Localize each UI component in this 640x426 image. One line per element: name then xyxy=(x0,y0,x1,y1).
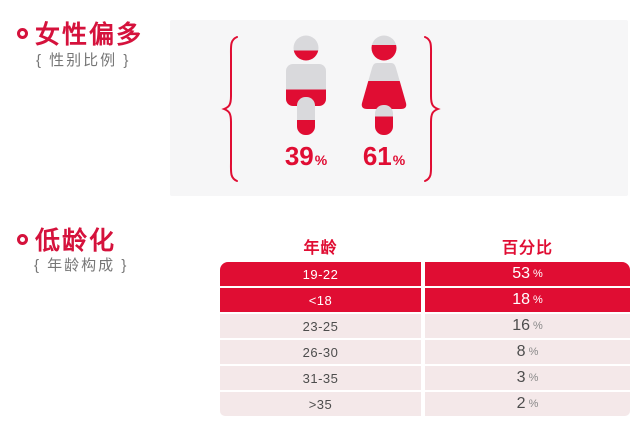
table-row: 23-25 16% xyxy=(220,314,630,338)
right-brace-icon xyxy=(424,36,441,182)
left-brace-icon xyxy=(221,36,238,182)
age-cell: >35 xyxy=(220,392,421,416)
age-cell: 23-25 xyxy=(220,314,421,338)
age-table: 年龄 百分比 19-22 53% <18 18% 23-25 16% 26-30 8% 31-3… xyxy=(220,233,630,416)
table-row: 26-30 8% xyxy=(220,340,630,364)
gender-section-title: 女性偏多 xyxy=(17,15,143,51)
percent-cell: 2% xyxy=(425,392,630,416)
age-cell: 26-30 xyxy=(220,340,421,364)
percent-cell: 18% xyxy=(425,288,630,312)
female-figure: 61% xyxy=(344,35,424,169)
percent-cell: 8% xyxy=(425,340,630,364)
table-row: >35 2% xyxy=(220,392,630,416)
female-percentage-label: 61% xyxy=(362,141,406,171)
age-column-header: 年龄 xyxy=(303,239,338,257)
male-figure: 39% xyxy=(266,35,346,169)
gender-ratio-panel: 39% 61% xyxy=(170,20,628,196)
female-icon xyxy=(361,35,407,135)
bullet-ring-icon xyxy=(17,27,28,39)
table-row: 19-22 53% xyxy=(220,262,630,286)
gender-section-subtitle: { 性别比例 } xyxy=(36,52,131,69)
age-cell: <18 xyxy=(220,288,421,312)
age-title-text: 低龄化 xyxy=(35,227,117,255)
age-section-subtitle: { 年龄构成 } xyxy=(34,257,129,274)
table-row: 31-35 3% xyxy=(220,366,630,390)
percent-cell: 16% xyxy=(425,314,630,338)
age-section-title: 低龄化 xyxy=(17,221,116,257)
age-cell: 19-22 xyxy=(220,262,421,286)
male-percentage-label: 39% xyxy=(284,141,328,171)
percent-column-header: 百分比 xyxy=(501,239,553,257)
male-icon xyxy=(286,35,326,135)
percent-cell: 3% xyxy=(425,366,630,390)
percent-cell: 53% xyxy=(425,262,630,286)
table-row: <18 18% xyxy=(220,288,630,312)
bullet-ring-icon xyxy=(17,233,28,245)
age-table-rows: 19-22 53% <18 18% 23-25 16% 26-30 8% 31-35 3% >35 2… xyxy=(220,262,630,416)
gender-title-text: 女性偏多 xyxy=(35,21,144,49)
age-table-header: 年龄 百分比 xyxy=(220,233,630,258)
age-cell: 31-35 xyxy=(220,366,421,390)
